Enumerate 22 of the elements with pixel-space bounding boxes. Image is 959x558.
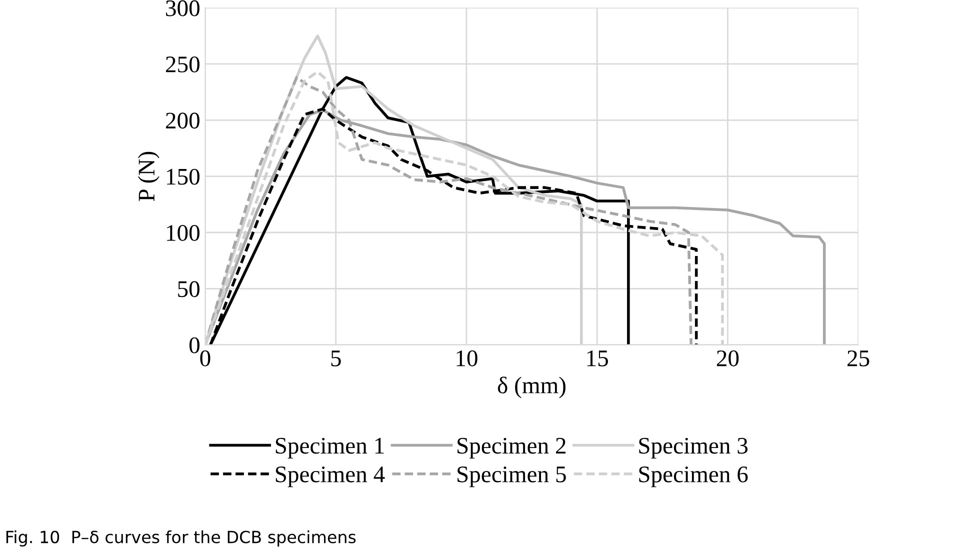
y-tick-label: 50: [178, 281, 200, 298]
x-tick-label: 15: [587, 350, 608, 366]
y-axis-title: P (N): [138, 152, 160, 202]
x-tick-label: 0: [200, 350, 210, 366]
legend-label: Specimen 5: [458, 466, 566, 488]
y-tick-label: 150: [167, 168, 200, 185]
y-tick-label: 250: [166, 56, 200, 72]
x-tick-label: 5: [331, 350, 341, 366]
legend-label: Specimen 2: [458, 438, 566, 459]
x-tick-label: 25: [848, 350, 870, 366]
y-tick-label: 0: [189, 337, 200, 354]
x-axis-title: δ (mm): [498, 376, 566, 398]
y-tick-label: 200: [166, 112, 200, 129]
legend-label: Specimen 1: [276, 438, 384, 459]
y-tick-label: 100: [167, 224, 200, 241]
x-tick-label: 20: [716, 350, 739, 366]
caption: Fig. 10 P–δ curves for the DCB specimens: [6, 530, 356, 547]
legend-label: Specimen 6: [639, 466, 748, 488]
legend-label: Specimen 3: [639, 438, 748, 459]
x-tick-label: 10: [456, 350, 478, 366]
legend-label: Specimen 4: [276, 466, 385, 488]
y-tick-label: 300: [166, 0, 200, 16]
